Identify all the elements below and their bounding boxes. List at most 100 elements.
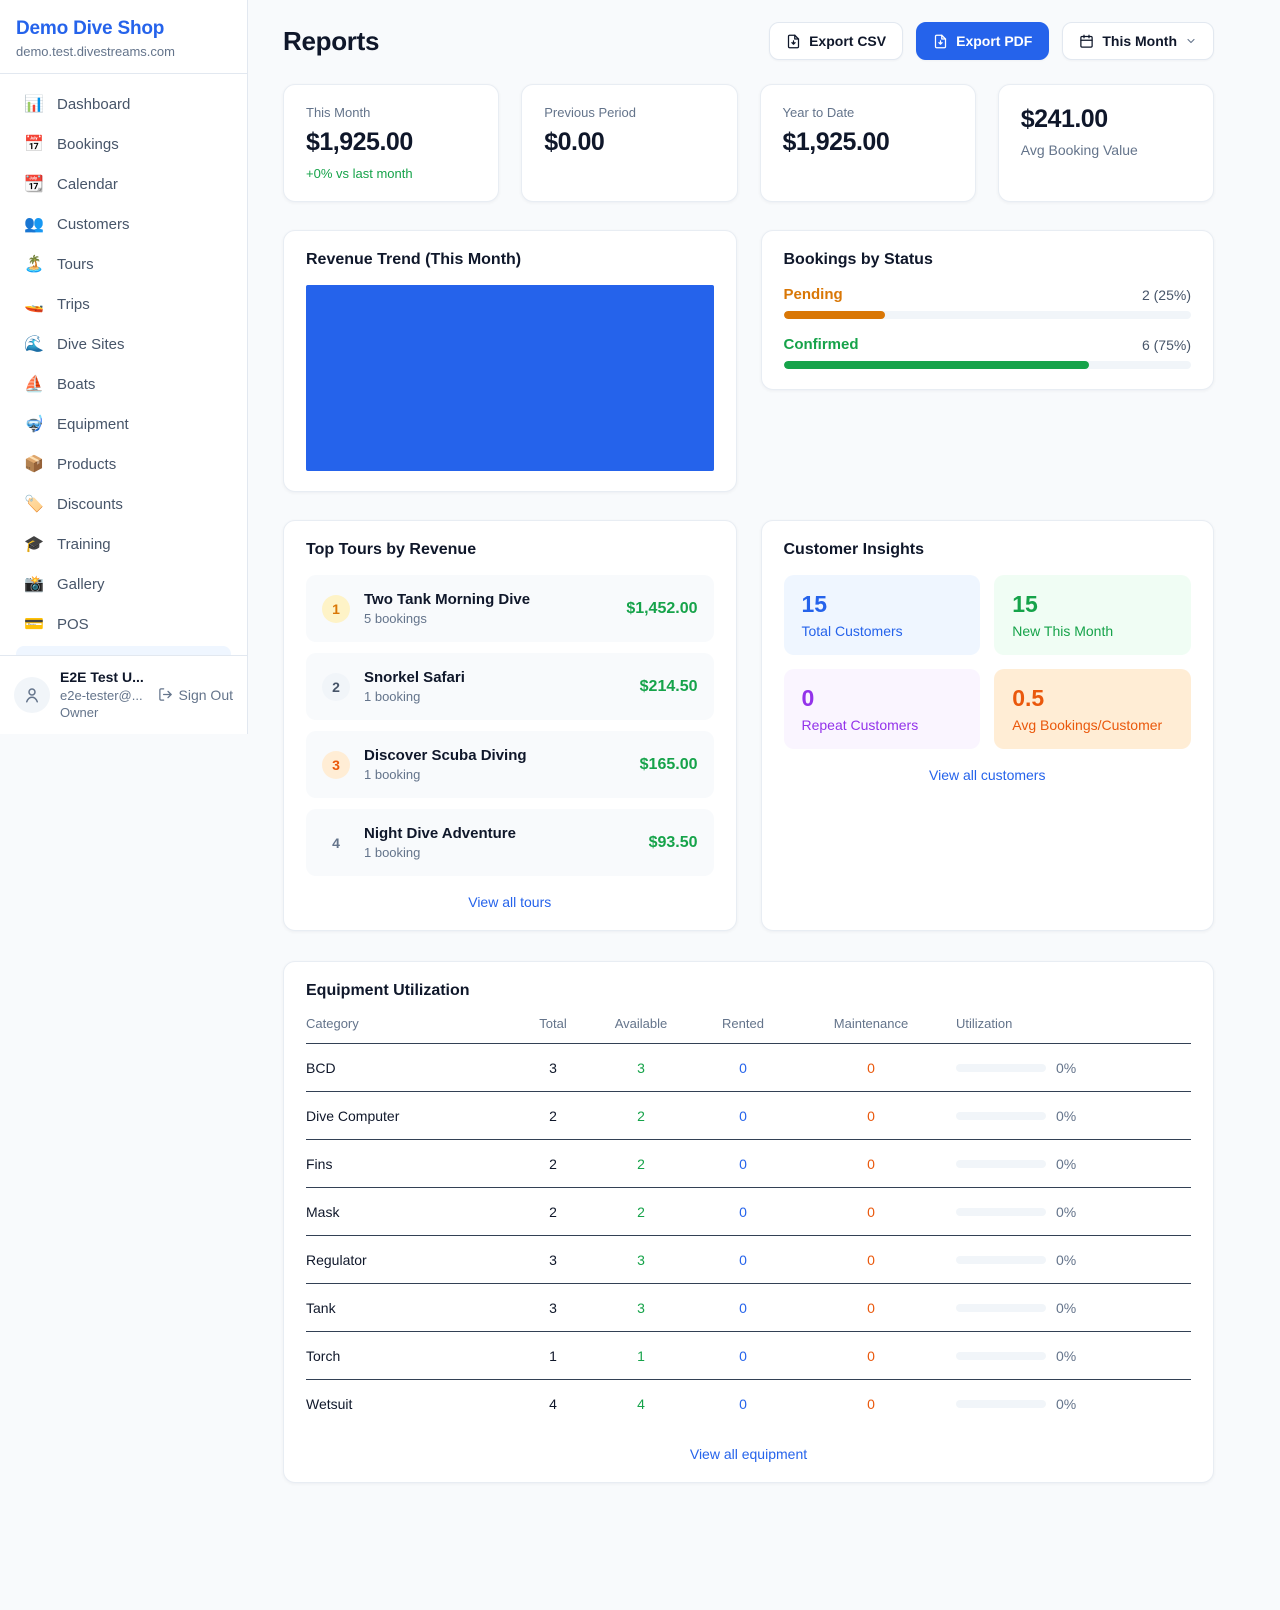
top-tours-card: Top Tours by Revenue 1 Two Tank Morning …	[283, 520, 737, 931]
person-icon	[26, 688, 38, 703]
sidebar-item-label: Tours	[57, 255, 94, 273]
stat-value: $0.00	[544, 128, 605, 156]
header-actions: Export CSV Export PDF This Month	[769, 22, 1214, 60]
sign-out-button[interactable]: Sign Out	[158, 687, 233, 703]
table-row: Mask 2 2 0 0 0%	[306, 1188, 1191, 1236]
stat-label: Year to Date	[782, 105, 855, 120]
calendar-icon	[1080, 34, 1094, 48]
sidebar-item-tours[interactable]: 🏝️ Tours	[8, 244, 239, 284]
sailboat-icon: ⛵	[24, 376, 44, 393]
equipment-total: 2	[549, 1203, 557, 1220]
utilization-cell: 0%	[938, 1252, 1191, 1268]
sidebar-item-training[interactable]: 🎓 Training	[8, 524, 239, 564]
period-select[interactable]: This Month	[1062, 22, 1214, 60]
tile-repeat-customers: 0 Repeat Customers	[783, 669, 981, 749]
equipment-utilization-title: Equipment Utilization	[306, 982, 470, 999]
rank-badge: 3	[322, 750, 350, 779]
stat-label: This Month	[306, 105, 371, 120]
utilization-percent: 0%	[1056, 1203, 1077, 1220]
export-csv-button[interactable]: Export CSV	[769, 22, 904, 60]
sidebar-item-bookings[interactable]: 📅 Bookings	[8, 124, 239, 164]
utilization-bar	[956, 1351, 1046, 1360]
sidebar-item-trips[interactable]: 🚤 Trips	[8, 284, 239, 324]
user-info: E2E Test U... e2e-tester@... Owner	[60, 668, 144, 722]
equipment-total: 2	[549, 1155, 557, 1172]
status-row-confirmed: Confirmed 6 (75%)	[783, 336, 1191, 369]
utilization-bar	[956, 1063, 1046, 1072]
utilization-cell: 0%	[938, 1156, 1191, 1172]
view-all-equipment-link[interactable]: View all equipment	[689, 1446, 808, 1462]
rank-badge: 2	[322, 672, 350, 701]
sidebar-item-label: Calendar	[57, 175, 118, 193]
view-all-tours-link[interactable]: View all tours	[468, 894, 552, 910]
tour-name: Snorkel Safari	[364, 669, 465, 686]
tile-new-this-month: 15 New This Month	[994, 575, 1191, 655]
shop-domain: demo.test.divestreams.com	[16, 44, 175, 59]
equipment-available: 3	[637, 1251, 645, 1268]
status-bar-fill-pending	[783, 311, 886, 319]
diving-mask-icon: 🤿	[24, 416, 44, 433]
sidebar-item-label: Boats	[57, 375, 96, 393]
status-bar-track	[783, 311, 1191, 319]
equipment-available: 3	[637, 1299, 645, 1316]
calendar-icon: 📆	[24, 176, 44, 193]
sidebar-item-label: Products	[57, 455, 117, 473]
page-title: Reports	[283, 25, 380, 56]
sidebar-item-equipment[interactable]: 🤿 Equipment	[8, 404, 239, 444]
sidebar-item-gallery[interactable]: 📸 Gallery	[8, 564, 239, 604]
file-download-icon	[787, 34, 800, 48]
insight-tiles: 15 Total Customers 15 New This Month 0 R…	[783, 575, 1191, 749]
view-all-customers-link[interactable]: View all customers	[929, 767, 1046, 783]
utilization-cell: 0%	[938, 1204, 1191, 1220]
sidebar-item-dive-sites[interactable]: 🌊 Dive Sites	[8, 324, 239, 364]
avatar	[14, 676, 50, 713]
tour-row: 3 Discover Scuba Diving 1 booking $165.0…	[306, 731, 714, 798]
sidebar-item-dashboard[interactable]: 📊 Dashboard	[8, 84, 239, 124]
tile-avg-bookings-customer: 0.5 Avg Bookings/Customer	[994, 669, 1191, 749]
sidebar-item-boats[interactable]: ⛵ Boats	[8, 364, 239, 404]
column-header: Utilization	[956, 1016, 1013, 1031]
equipment-rented: 0	[739, 1396, 747, 1412]
sidebar-item-products[interactable]: 📦 Products	[8, 444, 239, 484]
tour-row: 1 Two Tank Morning Dive 5 bookings $1,45…	[306, 575, 714, 642]
column-header: Rented	[722, 1016, 764, 1031]
utilization-bar	[956, 1400, 1046, 1408]
table-row: BCD 3 3 0 0 0%	[306, 1044, 1191, 1092]
shop-name: Demo Dive Shop	[16, 18, 165, 39]
export-pdf-button[interactable]: Export PDF	[916, 22, 1050, 60]
equipment-category: Torch	[306, 1347, 341, 1364]
table-row: Fins 2 2 0 0 0%	[306, 1140, 1191, 1188]
tour-row: 4 Night Dive Adventure 1 booking $93.50	[306, 809, 714, 876]
status-row-pending: Pending 2 (25%)	[783, 286, 1191, 319]
status-count-pending: 2 (25%)	[1141, 286, 1191, 303]
island-icon: 🏝️	[24, 256, 44, 273]
equipment-rented: 0	[739, 1347, 747, 1364]
sign-out-label: Sign Out	[178, 686, 233, 703]
chevron-down-icon	[1187, 38, 1195, 44]
stat-label: Previous Period	[544, 105, 637, 120]
stat-cards: This Month $1,925.00 +0% vs last month P…	[283, 84, 1214, 202]
column-header: Total	[539, 1016, 567, 1031]
tile-label: New This Month	[1012, 623, 1114, 639]
equipment-category: Dive Computer	[306, 1107, 400, 1124]
user-role: Owner	[60, 705, 99, 721]
utilization-percent: 0%	[1056, 1155, 1077, 1172]
sidebar-item-discounts[interactable]: 🏷️ Discounts	[8, 484, 239, 524]
rank-badge: 4	[332, 834, 340, 851]
status-count-confirmed: 6 (75%)	[1141, 336, 1191, 353]
sidebar-item-customers[interactable]: 👥 Customers	[8, 204, 239, 244]
sidebar-nav: 📊 Dashboard 📅 Bookings 📆 Calendar 👥 Cust…	[0, 74, 247, 655]
utilization-percent: 0%	[1056, 1251, 1077, 1268]
stat-card-this-month: This Month $1,925.00 +0% vs last month	[283, 84, 500, 202]
equipment-maintenance: 0	[867, 1155, 875, 1172]
equipment-utilization-card: Equipment Utilization Category Total Ava…	[283, 961, 1214, 1483]
sidebar-item-pos[interactable]: 💳 POS	[8, 604, 239, 644]
sidebar-item-calendar[interactable]: 📆 Calendar	[8, 164, 239, 204]
utilization-percent: 0%	[1056, 1059, 1077, 1076]
table-row: Torch 1 1 0 0 0%	[306, 1332, 1191, 1380]
utilization-bar	[956, 1207, 1046, 1216]
customer-insights-title: Customer Insights	[783, 541, 924, 558]
stat-value: $1,925.00	[782, 128, 890, 156]
revenue-trend-chart	[306, 285, 714, 471]
tag-icon: 🏷️	[24, 496, 44, 513]
